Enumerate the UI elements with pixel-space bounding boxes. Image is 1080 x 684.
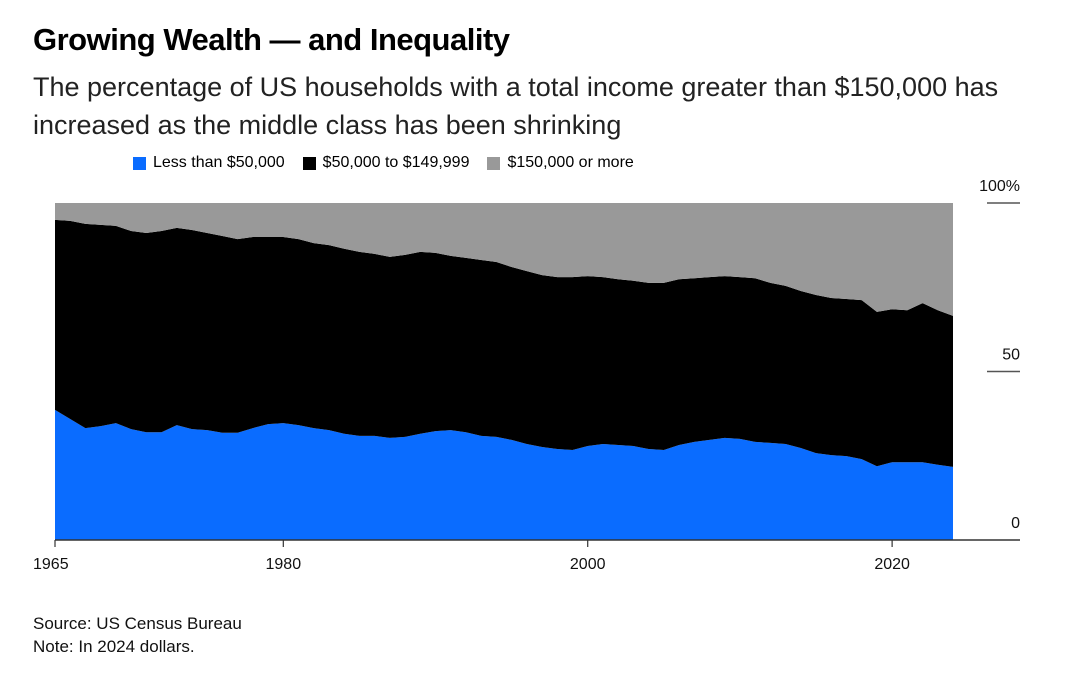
legend-item-low: Less than $50,000 <box>133 154 285 172</box>
chart-subtitle: The percentage of US households with a t… <box>33 72 999 140</box>
y-tick-label: 50 <box>1002 347 1020 364</box>
y-tick-label: 100% <box>979 178 1020 195</box>
areas <box>55 203 953 540</box>
legend-item-middle: $50,000 to $149,999 <box>302 154 470 172</box>
legend-item-high: $150,000 or more <box>487 154 634 172</box>
note-text: Note: In 2024 dollars. <box>33 637 195 656</box>
legend-swatch-high <box>487 156 501 170</box>
x-ticks: 1965 1980 2000 2020 <box>33 540 910 573</box>
legend-swatch-middle <box>302 156 316 170</box>
source-text: Source: US Census Bureau <box>33 614 242 633</box>
y-tick-label: 0 <box>1011 515 1020 532</box>
legend: Less than $50,000 $50,000 to $149,999 $1… <box>133 154 634 172</box>
area-less-than-50k <box>55 409 953 540</box>
legend-label-middle: $50,000 to $149,999 <box>322 154 470 171</box>
area-150k-or-more <box>55 203 953 316</box>
area-50k-to-150k <box>55 219 953 467</box>
legend-swatch-low <box>133 156 146 170</box>
x-tick-label: 1980 <box>266 556 302 573</box>
y-ticks: 0 50 100% <box>979 178 1020 532</box>
x-tick-label: 2020 <box>874 556 910 573</box>
legend-label-high: $150,000 or more <box>507 154 634 171</box>
x-tick-label: 1965 <box>33 556 69 573</box>
legend-label-low: Less than $50,000 <box>153 154 285 171</box>
chart-title: Growing Wealth — and Inequality <box>33 22 510 57</box>
x-tick-label: 2000 <box>570 556 606 573</box>
footer: Source: US Census Bureau Note: In 2024 d… <box>33 612 242 658</box>
